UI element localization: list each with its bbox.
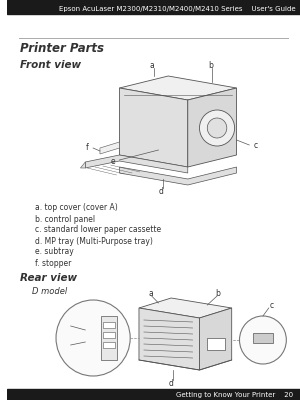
Polygon shape xyxy=(119,76,237,100)
Circle shape xyxy=(239,316,286,364)
Text: b. control panel: b. control panel xyxy=(34,214,95,224)
Text: Getting to Know Your Printer    20: Getting to Know Your Printer 20 xyxy=(176,392,293,398)
Text: d. MP tray (Multi-Purpose tray): d. MP tray (Multi-Purpose tray) xyxy=(34,236,152,246)
Circle shape xyxy=(207,118,227,138)
Text: c. standard lower paper cassette: c. standard lower paper cassette xyxy=(34,226,161,234)
Bar xyxy=(101,316,116,360)
Text: D model: D model xyxy=(32,288,67,296)
Text: a: a xyxy=(149,60,154,70)
Polygon shape xyxy=(119,167,237,185)
Text: f: f xyxy=(85,142,88,152)
Text: d: d xyxy=(159,188,164,196)
Text: b: b xyxy=(216,288,220,298)
Polygon shape xyxy=(139,298,232,318)
Text: a. top cover (cover A): a. top cover (cover A) xyxy=(34,204,117,212)
Text: d: d xyxy=(169,380,174,388)
Text: Rear view: Rear view xyxy=(20,273,77,283)
Text: f: f xyxy=(64,320,67,328)
Polygon shape xyxy=(139,308,200,370)
Text: Epson AcuLaser M2300/M2310/M2400/M2410 Series    User's Guide: Epson AcuLaser M2300/M2310/M2400/M2410 S… xyxy=(59,6,296,12)
Text: f. stopper: f. stopper xyxy=(34,258,71,268)
Bar xyxy=(7,0,300,14)
Bar xyxy=(7,389,300,400)
Circle shape xyxy=(56,300,130,376)
Circle shape xyxy=(200,110,235,146)
Polygon shape xyxy=(100,142,119,154)
Text: e: e xyxy=(111,156,116,166)
Bar xyxy=(103,322,115,328)
Text: c: c xyxy=(270,300,274,310)
Text: e: e xyxy=(62,340,67,350)
Text: e. subtray: e. subtray xyxy=(34,248,73,256)
Bar xyxy=(253,333,273,343)
Polygon shape xyxy=(80,162,85,168)
Bar xyxy=(103,332,115,338)
Text: b: b xyxy=(208,60,213,70)
Polygon shape xyxy=(119,88,188,167)
Text: Printer Parts: Printer Parts xyxy=(20,42,104,56)
Polygon shape xyxy=(85,155,188,173)
Text: c: c xyxy=(253,140,257,150)
Text: Front view: Front view xyxy=(20,60,81,70)
Text: a: a xyxy=(148,288,153,298)
Bar xyxy=(207,338,225,350)
Polygon shape xyxy=(200,308,232,370)
Bar xyxy=(103,342,115,348)
Polygon shape xyxy=(188,88,237,167)
